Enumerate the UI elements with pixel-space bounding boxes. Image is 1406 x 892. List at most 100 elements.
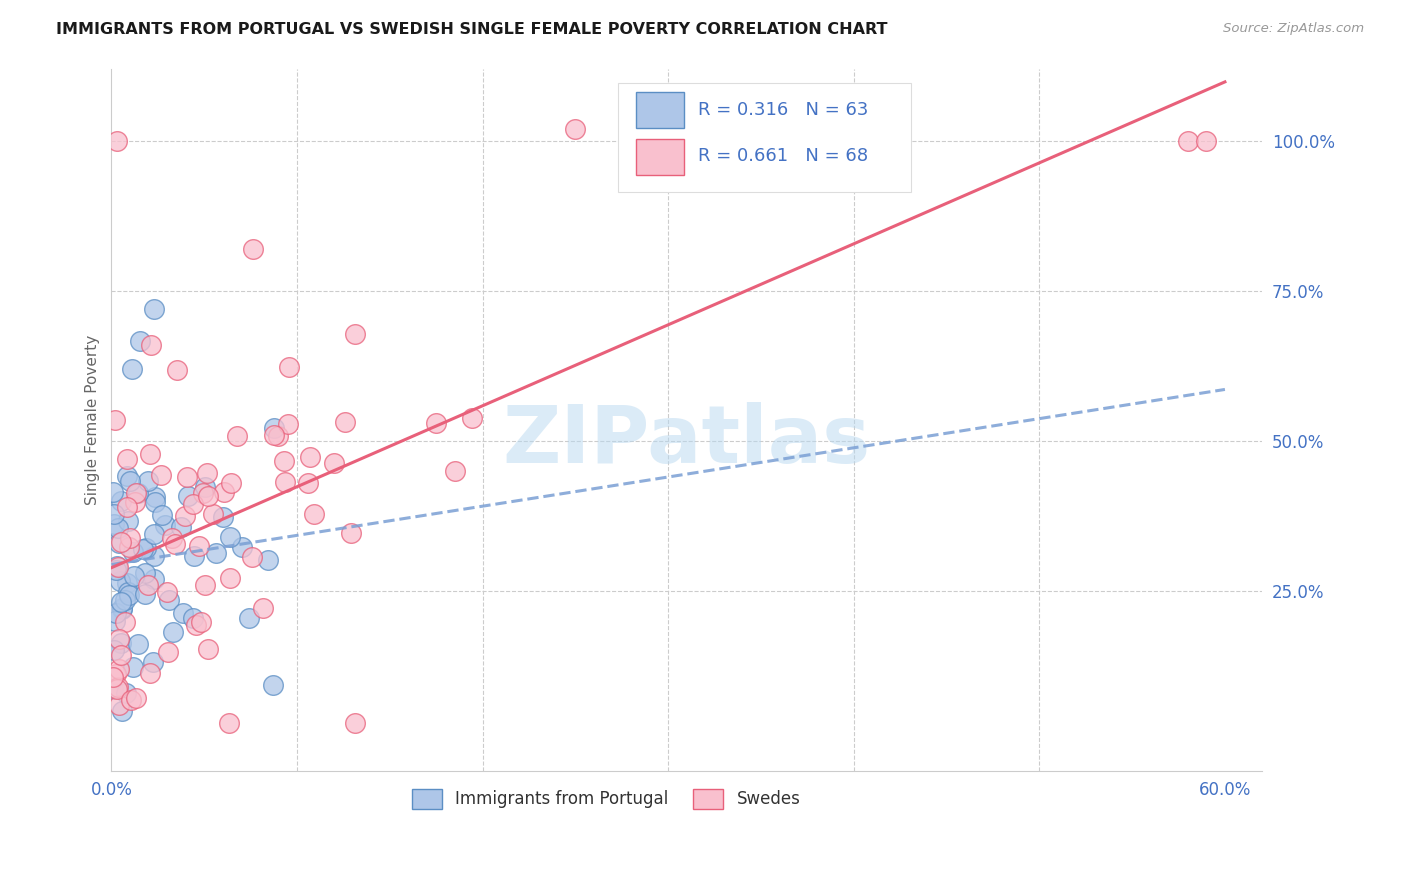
Point: [142, 655, 165, 669]
Point: [108, 574, 131, 588]
Point: [136, 474, 159, 488]
Point: [107, 558, 129, 573]
Point: [103, 643, 125, 657]
Point: [297, 475, 319, 490]
Point: [105, 606, 128, 620]
Point: [122, 569, 145, 583]
Point: [181, 497, 204, 511]
FancyBboxPatch shape: [636, 139, 685, 176]
Point: [277, 417, 299, 431]
Point: [139, 666, 162, 681]
Point: [143, 491, 166, 505]
Point: [219, 475, 242, 490]
Point: [156, 645, 179, 659]
Point: [184, 618, 207, 632]
Point: [103, 670, 125, 684]
Point: [238, 611, 260, 625]
Point: [333, 415, 356, 429]
Point: [139, 447, 162, 461]
Point: [188, 539, 211, 553]
Point: [111, 601, 134, 615]
Point: [103, 507, 125, 521]
Point: [110, 594, 132, 608]
Point: [273, 475, 295, 490]
Point: [262, 678, 284, 692]
Point: [176, 470, 198, 484]
Point: [340, 525, 363, 540]
Text: ZIPatlas: ZIPatlas: [502, 402, 870, 480]
Point: [117, 585, 139, 599]
Point: [121, 362, 143, 376]
Point: [162, 625, 184, 640]
Point: [110, 494, 132, 508]
Point: [252, 601, 274, 615]
Point: [134, 566, 156, 581]
Point: [195, 466, 218, 480]
Point: [444, 464, 467, 478]
Point: [105, 134, 128, 148]
Point: [143, 495, 166, 509]
Point: [211, 510, 233, 524]
Point: [181, 611, 204, 625]
Point: [107, 560, 129, 574]
Point: [115, 686, 138, 700]
Point: [263, 421, 285, 435]
Point: [118, 531, 141, 545]
Point: [143, 572, 166, 586]
Point: [104, 413, 127, 427]
Point: [278, 359, 301, 374]
Point: [103, 516, 125, 531]
Point: [190, 615, 212, 629]
Point: [1195, 134, 1218, 148]
Point: [153, 517, 176, 532]
Point: [128, 334, 150, 349]
Point: [461, 411, 484, 425]
Point: [104, 563, 127, 577]
Point: [172, 606, 194, 620]
Point: [205, 546, 228, 560]
Point: [343, 327, 366, 342]
Point: [107, 521, 129, 535]
Point: [127, 637, 149, 651]
Point: [118, 540, 141, 554]
Point: [108, 632, 131, 646]
Point: [134, 587, 156, 601]
Point: [121, 545, 143, 559]
Point: [425, 417, 447, 431]
Point: [125, 486, 148, 500]
Point: [197, 489, 219, 503]
Point: [117, 500, 139, 515]
Point: [142, 526, 165, 541]
Text: IMMIGRANTS FROM PORTUGAL VS SWEDISH SINGLE FEMALE POVERTY CORRELATION CHART: IMMIGRANTS FROM PORTUGAL VS SWEDISH SING…: [56, 22, 887, 37]
Point: [160, 531, 183, 545]
Point: [194, 480, 217, 494]
Point: [183, 549, 205, 563]
Point: [107, 680, 129, 694]
Point: [193, 485, 215, 500]
Point: [298, 450, 321, 464]
Point: [218, 716, 240, 731]
Text: R = 0.316   N = 63: R = 0.316 N = 63: [699, 101, 869, 119]
FancyBboxPatch shape: [617, 83, 911, 192]
Point: [127, 486, 149, 500]
Point: [1177, 134, 1199, 148]
Point: [242, 242, 264, 256]
Point: [118, 474, 141, 488]
Point: [165, 537, 187, 551]
Point: [115, 452, 138, 467]
Point: [344, 716, 367, 731]
Point: [110, 636, 132, 650]
Point: [103, 681, 125, 696]
Point: [174, 508, 197, 523]
Point: [214, 485, 236, 500]
Point: [108, 662, 131, 676]
Point: [177, 489, 200, 503]
Point: [117, 469, 139, 483]
Point: [122, 660, 145, 674]
Point: [103, 615, 125, 629]
Text: Source: ZipAtlas.com: Source: ZipAtlas.com: [1223, 22, 1364, 36]
Point: [117, 576, 139, 591]
Point: [194, 578, 217, 592]
Point: [242, 549, 264, 564]
Point: [166, 363, 188, 377]
